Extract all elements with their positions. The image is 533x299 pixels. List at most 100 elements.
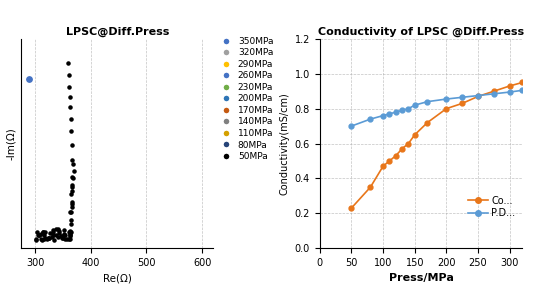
Point bbox=[50, 238, 59, 242]
Title: Conductivity of LPSC @Diff.Press: Conductivity of LPSC @Diff.Press bbox=[318, 27, 524, 37]
Point bbox=[49, 228, 57, 233]
Point bbox=[35, 233, 43, 238]
X-axis label: Press/MPa: Press/MPa bbox=[389, 274, 454, 283]
P.D... bbox=[475, 94, 481, 97]
P.D... bbox=[348, 124, 354, 128]
Co... bbox=[424, 121, 431, 124]
Point bbox=[43, 235, 52, 240]
Point bbox=[37, 238, 46, 242]
Co... bbox=[392, 154, 399, 158]
Y-axis label: -Im(Ω): -Im(Ω) bbox=[6, 127, 16, 160]
P.D... bbox=[506, 90, 513, 94]
Point bbox=[69, 168, 78, 173]
Point bbox=[66, 222, 75, 226]
Point bbox=[67, 117, 75, 122]
Point bbox=[69, 176, 77, 180]
Point bbox=[35, 233, 43, 238]
Point bbox=[67, 210, 76, 215]
Point bbox=[68, 157, 77, 162]
Point bbox=[60, 227, 68, 232]
Line: Co...: Co... bbox=[349, 80, 525, 210]
Point bbox=[40, 233, 49, 238]
Point bbox=[43, 237, 51, 242]
Co... bbox=[506, 84, 513, 88]
P.D... bbox=[392, 110, 399, 114]
Co... bbox=[380, 164, 386, 168]
P.D... bbox=[424, 100, 431, 103]
P.D... bbox=[399, 109, 405, 112]
Point bbox=[66, 210, 75, 214]
Point bbox=[58, 234, 67, 239]
Point bbox=[37, 237, 46, 241]
Point bbox=[66, 233, 74, 238]
Co... bbox=[405, 142, 411, 145]
Co... bbox=[367, 185, 374, 189]
Point bbox=[41, 236, 50, 241]
Point bbox=[66, 105, 75, 110]
Point bbox=[51, 227, 60, 232]
Point bbox=[66, 94, 74, 99]
Point bbox=[67, 129, 76, 134]
Point bbox=[59, 236, 67, 240]
Point bbox=[65, 230, 74, 235]
Point bbox=[39, 237, 48, 242]
Point bbox=[31, 237, 40, 242]
Point bbox=[67, 202, 76, 206]
Point bbox=[63, 237, 72, 242]
Legend: Co..., P.D...: Co..., P.D... bbox=[464, 192, 520, 222]
Point bbox=[61, 237, 70, 242]
Point bbox=[68, 143, 76, 147]
Point bbox=[53, 227, 62, 232]
Point bbox=[60, 231, 68, 236]
Point bbox=[45, 231, 54, 235]
P.D... bbox=[491, 92, 497, 96]
Point bbox=[39, 230, 47, 234]
Co... bbox=[411, 133, 418, 137]
Point bbox=[37, 231, 46, 236]
Point bbox=[39, 230, 47, 235]
Point bbox=[61, 233, 69, 238]
Point bbox=[67, 199, 76, 204]
Point bbox=[66, 237, 75, 242]
Title: LPSC@Diff.Press: LPSC@Diff.Press bbox=[66, 27, 169, 37]
Point bbox=[57, 234, 66, 239]
Co... bbox=[519, 81, 526, 84]
Line: P.D...: P.D... bbox=[349, 88, 525, 129]
Co... bbox=[399, 147, 405, 151]
Co... bbox=[386, 159, 393, 163]
Point bbox=[64, 73, 73, 77]
Point bbox=[64, 61, 72, 65]
P.D... bbox=[405, 107, 411, 110]
P.D... bbox=[519, 89, 526, 92]
Point bbox=[67, 192, 76, 196]
Point bbox=[68, 188, 76, 193]
Point bbox=[45, 236, 54, 240]
Y-axis label: Conductivity(mS/cm): Conductivity(mS/cm) bbox=[279, 92, 289, 195]
P.D... bbox=[411, 103, 418, 107]
Co... bbox=[475, 94, 481, 98]
Point bbox=[68, 175, 77, 180]
Point bbox=[66, 229, 75, 234]
Point bbox=[52, 233, 60, 237]
Point bbox=[67, 217, 75, 222]
P.D... bbox=[459, 95, 465, 99]
Point bbox=[25, 77, 33, 82]
P.D... bbox=[380, 114, 386, 118]
Point bbox=[68, 183, 76, 188]
Point bbox=[57, 236, 66, 241]
Point bbox=[31, 237, 40, 242]
Point bbox=[68, 184, 76, 189]
P.D... bbox=[386, 112, 393, 116]
Point bbox=[67, 230, 75, 235]
Point bbox=[65, 85, 74, 90]
Point bbox=[66, 232, 75, 237]
X-axis label: Re(Ω): Re(Ω) bbox=[103, 274, 132, 283]
P.D... bbox=[443, 97, 450, 101]
Point bbox=[45, 235, 53, 240]
Point bbox=[55, 231, 63, 235]
Legend: 350MPa, 320MPa, 290MPa, 260MPa, 230MPa, 200MPa, 170MPa, 140MPa, 110MPa, 80MPa, 5: 350MPa, 320MPa, 290MPa, 260MPa, 230MPa, … bbox=[217, 37, 273, 161]
Point bbox=[54, 228, 63, 233]
Co... bbox=[459, 102, 465, 105]
Co... bbox=[348, 206, 354, 210]
Point bbox=[33, 229, 42, 234]
